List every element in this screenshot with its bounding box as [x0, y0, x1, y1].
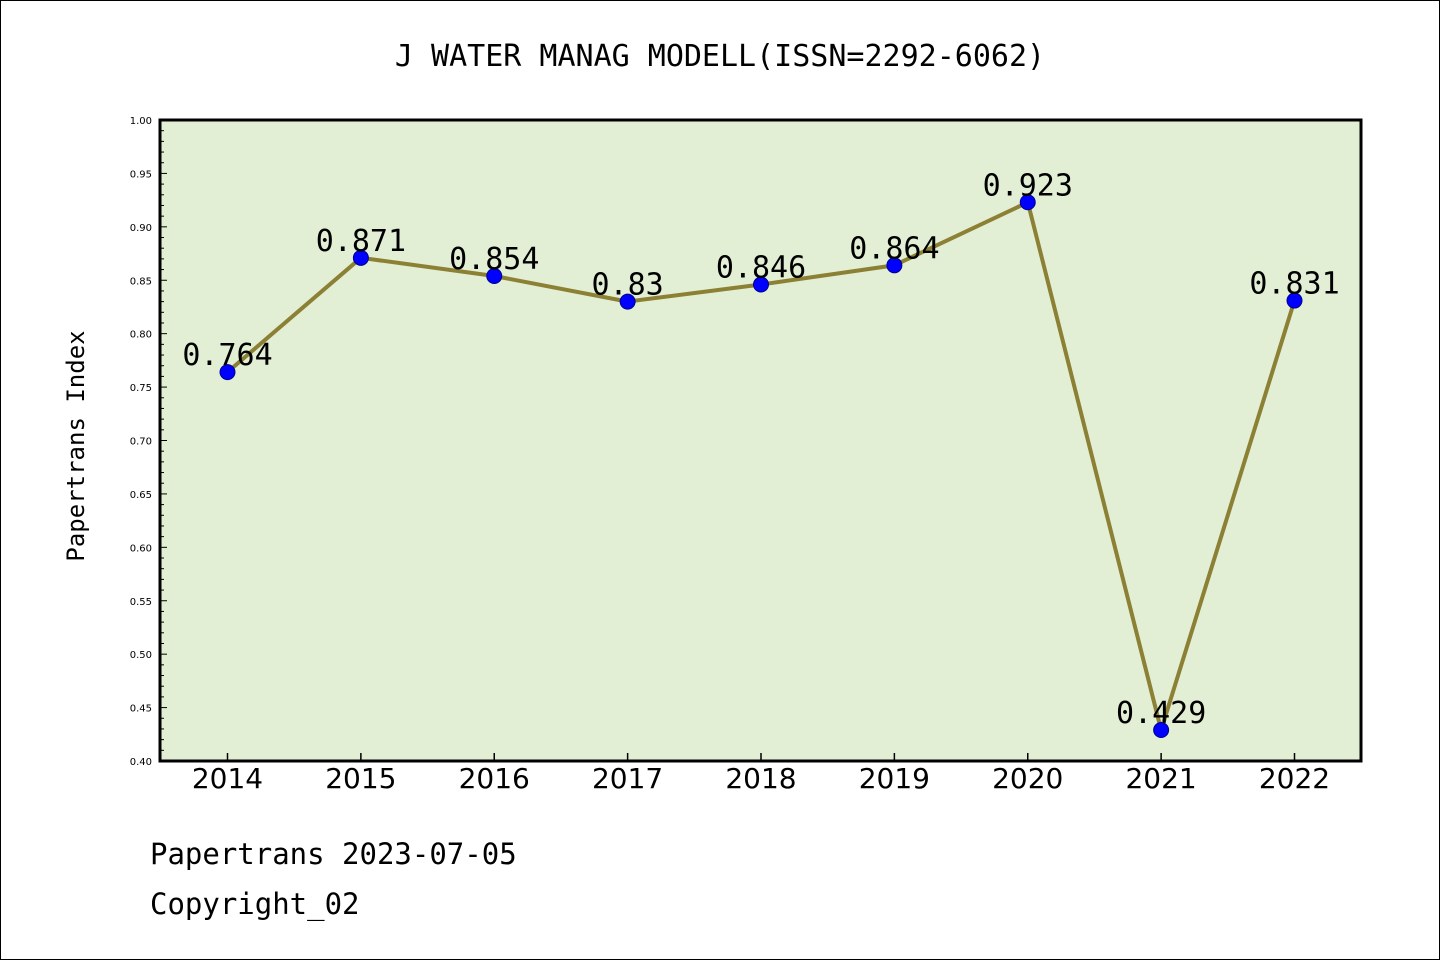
y-tick-label: 0.95 [130, 169, 152, 180]
data-label: 0.764 [182, 338, 272, 373]
y-tick-label: 0.90 [130, 223, 152, 234]
y-tick-label: 1.00 [130, 116, 152, 127]
data-label: 0.854 [449, 242, 539, 277]
data-label: 0.864 [849, 231, 939, 266]
y-tick-label: 0.50 [130, 650, 152, 661]
x-tick-label: 2016 [459, 762, 530, 795]
data-label: 0.871 [316, 224, 406, 259]
data-label: 0.429 [1116, 696, 1206, 731]
y-tick-label: 0.60 [130, 543, 152, 554]
y-tick-label: 0.45 [130, 704, 152, 715]
x-tick-label: 2017 [592, 762, 663, 795]
y-tick-label: 0.80 [130, 330, 152, 341]
footer-copyright: Copyright_02 [150, 887, 360, 922]
data-label: 0.846 [716, 251, 806, 286]
y-tick-label: 0.75 [130, 383, 152, 394]
x-tick-label: 2018 [725, 762, 796, 795]
y-tick-label: 0.65 [130, 490, 152, 501]
x-tick-label: 2019 [859, 762, 930, 795]
y-tick-label: 0.55 [130, 597, 152, 608]
y-axis-label: Papertrans Index [62, 330, 90, 561]
x-tick-label: 2020 [992, 762, 1063, 795]
data-label: 0.831 [1249, 267, 1339, 302]
figure: J WATER MANAG MODELL(ISSN=2292-6062) Pap… [0, 0, 1440, 960]
x-tick-label: 2014 [192, 762, 263, 795]
data-label: 0.83 [592, 268, 664, 303]
y-tick-label: 0.40 [130, 757, 152, 768]
chart-title: J WATER MANAG MODELL(ISSN=2292-6062) [395, 39, 1045, 74]
y-tick-label: 0.85 [130, 276, 152, 287]
x-tick-label: 2015 [325, 762, 396, 795]
y-tick-label: 0.70 [130, 437, 152, 448]
x-tick-label: 2022 [1259, 762, 1330, 795]
data-label: 0.923 [983, 168, 1073, 203]
x-tick-label: 2021 [1125, 762, 1196, 795]
footer-date: Papertrans 2023-07-05 [150, 837, 517, 871]
